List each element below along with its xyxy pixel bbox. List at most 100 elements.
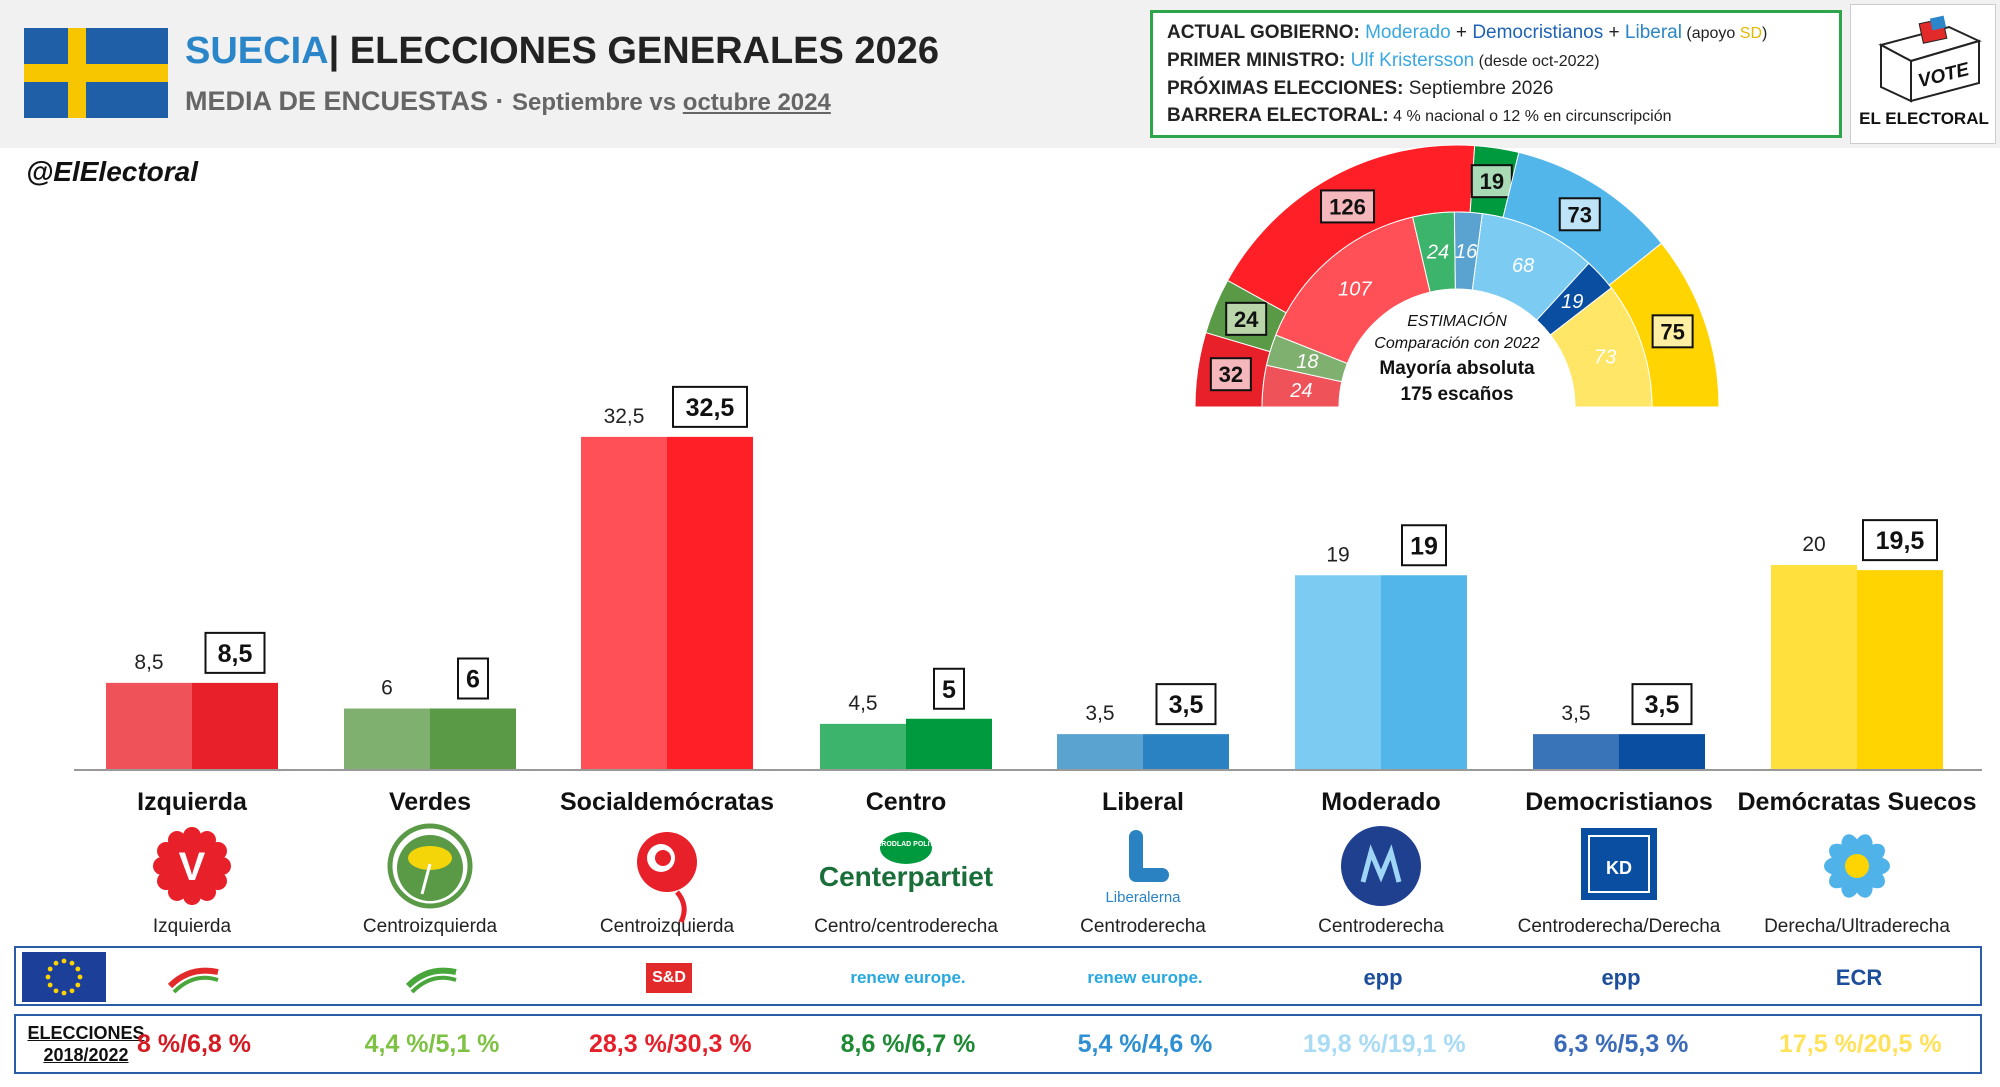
seat-box-est-0 (1209, 357, 1252, 392)
seat-label-est-7: 75 (1660, 319, 1684, 344)
svg-text:KD: KD (1606, 858, 1632, 878)
info-barrier-key: BARRERA ELECTORAL: (1167, 105, 1389, 126)
info-government: ACTUAL GOBIERNO: Moderado + Democristian… (1167, 19, 1825, 47)
category-label-2: Socialdemócratas (560, 788, 774, 816)
seat-box-est-7 (1651, 314, 1694, 349)
value-label-prev-5: 19 (1326, 543, 1349, 566)
svg-text:Liberalerna: Liberalerna (1105, 889, 1181, 906)
eu-group-logo-4: renew europe. (1087, 968, 1203, 987)
category-label-0: Izquierda (137, 788, 248, 816)
eu-group-logo-0 (134, 958, 254, 998)
title-country: SUECIA (185, 30, 329, 72)
eu-group-logo-6: epp (1601, 965, 1641, 990)
value-label-prev-4: 3,5 (1085, 702, 1114, 725)
seat-label-2022-0: 24 (1289, 380, 1312, 402)
value-label-curr-5: 19 (1410, 532, 1438, 560)
ideology-label-7: Derecha/Ultraderecha (1764, 916, 1950, 937)
ideology-label-5: Centroderecha (1318, 916, 1444, 937)
bar-curr-0 (192, 682, 278, 770)
info-next-elections: PRÓXIMAS ELECCIONES: Septiembre 2026 (1167, 75, 1825, 102)
value-label-curr-3: 5 (942, 676, 956, 704)
past-result-0: 8 %/6,8 % (137, 1030, 251, 1058)
past-result-6: 6,3 %/5,3 % (1553, 1030, 1689, 1058)
title-separator: | (328, 30, 340, 72)
seat-box-est-1 (1225, 301, 1268, 336)
past-result-1: 4,4 %/5,1 % (364, 1030, 500, 1058)
page-title: SUECIA| ELECCIONES GENERALES 2026 (185, 30, 939, 73)
info-gov-party-3: Liberal (1624, 22, 1682, 43)
info-next-key: PRÓXIMAS ELECCIONES: (1167, 78, 1404, 99)
bar-prev-3 (820, 723, 906, 770)
value-label-prev-2: 32,5 (604, 405, 645, 428)
bar-curr-7 (1857, 570, 1943, 770)
value-box-curr-1 (457, 657, 489, 700)
value-label-prev-1: 6 (381, 677, 393, 700)
value-label-curr-1: 6 (466, 666, 480, 694)
value-label-prev-7: 20 (1802, 533, 1825, 556)
labels-layer: 8,5 8,5 Izquierda Izquierda 6 6 Verdes Centroiz… (134, 385, 1977, 937)
past-result-2: 28,3 %/30,3 % (589, 1030, 752, 1058)
logo-name: EL ELECTORAL (1859, 109, 1989, 128)
party-logos-layer: V NÄRODLAD POLITIK Centerpartiet Liberalern… (153, 823, 1890, 924)
seat-label-2022-6: 19 (1561, 291, 1583, 313)
sweden-flag-icon (24, 28, 168, 118)
subtitle-main: MEDIA DE ENCUESTAS (185, 86, 489, 116)
bar-curr-4 (1143, 734, 1229, 770)
kristdemokraterna-logo-icon: KD (1581, 828, 1657, 900)
subtitle-period-underlined: octubre 2024 (682, 89, 831, 116)
svg-text:V: V (179, 845, 206, 889)
bar-curr-6 (1619, 734, 1705, 770)
info-gov-support-open: (apoyo (1681, 25, 1740, 42)
miljopartiet-logo-icon (387, 823, 473, 909)
seat-label-2022-1: 18 (1296, 351, 1318, 373)
info-barrier-value: 4 % nacional o 12 % en circunscripción (1388, 108, 1672, 125)
bar-curr-3 (906, 718, 992, 770)
value-box-curr-4 (1155, 683, 1217, 726)
past-results-row: ELECCIONES 2018/2022 8 %/6,8 % 4,4 %/5,1 … (14, 1014, 1982, 1074)
seat-box-est-5 (1558, 197, 1601, 232)
info-box: ACTUAL GOBIERNO: Moderado + Democristian… (1150, 10, 1842, 138)
value-box-curr-2 (672, 385, 748, 428)
value-box-curr-3 (933, 667, 965, 710)
seat-box-est-2 (1320, 189, 1376, 224)
past-results-label: ELECCIONES 2018/2022 (22, 1022, 150, 1066)
eu-group-logo-3: renew europe. (850, 968, 966, 987)
seat-label-2022-3: 24 (1426, 242, 1449, 264)
value-label-prev-0: 8,5 (134, 651, 163, 674)
bar-curr-2 (667, 436, 753, 770)
title-main: ELECCIONES GENERALES 2026 (349, 30, 939, 72)
svg-text:Centerpartiet: Centerpartiet (819, 861, 993, 892)
info-pm-key: PRIMER MINISTRO: (1167, 50, 1346, 71)
bar-prev-0 (106, 682, 192, 770)
seat-label-2022-2: 107 (1338, 278, 1372, 300)
seat-label-est-3: 19 (1480, 169, 1504, 194)
hemi-majority-seats: 175 escaños (1400, 384, 1513, 405)
value-label-curr-0: 8,5 (218, 640, 253, 668)
info-pm-since: (desde oct-2022) (1474, 53, 1600, 70)
info-gov-plus-2: + (1603, 22, 1625, 43)
twitter-handle: @ElElectoral (26, 156, 199, 187)
centerpartiet-logo-icon: NÄRODLAD POLITIK Centerpartiet (819, 832, 993, 892)
category-label-5: Moderado (1321, 788, 1440, 816)
ideology-label-2: Centroizquierda (600, 916, 735, 937)
liberalerna-logo-icon: Liberalerna (1105, 830, 1181, 906)
category-label-4: Liberal (1102, 788, 1184, 816)
category-label-6: Democristianos (1525, 788, 1713, 816)
info-gov-party-2: Democristianos (1472, 22, 1604, 43)
info-gov-key: ACTUAL GOBIERNO: (1167, 22, 1360, 43)
info-gov-support-party: SD (1739, 25, 1762, 42)
bar-prev-2 (581, 436, 667, 770)
past-results-label-line1: ELECCIONES (27, 1023, 145, 1043)
value-label-curr-6: 3,5 (1645, 691, 1680, 719)
value-label-curr-4: 3,5 (1169, 691, 1204, 719)
subtitle-separator: · (488, 86, 513, 116)
ideology-label-3: Centro/centroderecha (814, 916, 998, 937)
past-result-5: 19,8 %/19,1 % (1303, 1030, 1466, 1058)
info-pm-name: Ulf Kristersson (1350, 50, 1475, 71)
value-box-curr-5 (1401, 524, 1447, 567)
past-result-7: 17,5 %/20,5 % (1779, 1030, 1942, 1058)
bar-curr-5 (1381, 575, 1467, 770)
bars-layer (106, 436, 1943, 770)
sverigedemokraterna-flower-icon (1824, 834, 1890, 898)
seat-label-2022-4: 16 (1455, 241, 1478, 263)
